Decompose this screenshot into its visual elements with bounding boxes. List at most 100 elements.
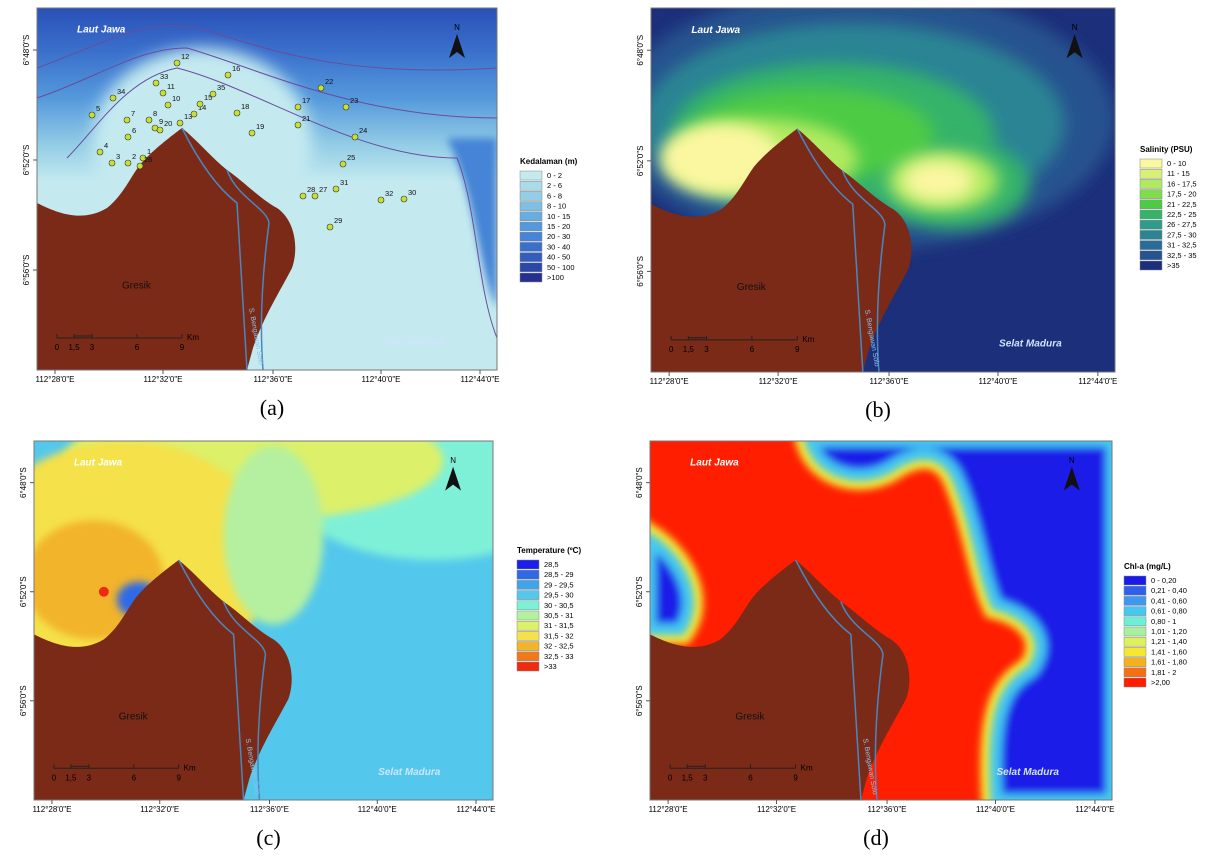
lon-label: 112°40'0"E: [361, 375, 400, 384]
station-label: 2: [132, 152, 136, 161]
scale-label: 9: [793, 773, 798, 782]
legend-label: 8 - 10: [547, 202, 566, 211]
legend-label: 0 - 2: [547, 171, 562, 180]
station: [311, 192, 319, 200]
scale-label: 3: [704, 345, 709, 354]
legend-label: 21 - 22,5: [1167, 200, 1197, 209]
legend-swatch: [516, 641, 540, 651]
legend-swatch: [1123, 606, 1147, 616]
scale-label: 0: [669, 345, 674, 354]
legend-swatch: [1139, 219, 1163, 230]
scale-label: 3: [703, 773, 708, 782]
contour-line: [37, 24, 497, 71]
station-label: 15: [204, 93, 212, 102]
scale-label: 9: [795, 345, 800, 354]
station: [233, 109, 241, 117]
legend-label: 20 - 30: [547, 232, 570, 241]
legend-label: 28,5: [544, 560, 559, 569]
legend-label: 0,80 - 1: [1151, 617, 1176, 626]
legend-label: 30 - 30,5: [544, 601, 574, 610]
station: [109, 94, 117, 102]
legend-swatch: [516, 661, 540, 672]
legend-label: 17,5 - 20: [1167, 190, 1197, 199]
legend-swatch: [516, 631, 540, 641]
station-label: 3: [116, 152, 120, 161]
sea-label: Laut Jawa: [690, 457, 739, 468]
station: [196, 100, 204, 108]
legend-swatch: [1139, 199, 1163, 210]
station-label: 11: [167, 82, 175, 91]
station: [248, 129, 256, 137]
river: [181, 127, 248, 370]
north-arrow: [1063, 466, 1080, 491]
station-label: 5: [96, 104, 100, 113]
legend-label: 11 - 15: [1167, 169, 1190, 178]
scale-label: 3: [90, 343, 95, 352]
legend-label: 6 - 8: [547, 191, 562, 200]
station-label: 21: [302, 114, 310, 123]
sea-label: Laut Jawa: [74, 457, 123, 468]
station-label: 9: [159, 117, 163, 126]
station-label: 29: [334, 216, 342, 225]
lon-label: 112°40'0"E: [358, 805, 397, 814]
scale-label: 9: [176, 773, 181, 782]
legend-label: 1,41 - 1,60: [1151, 647, 1187, 656]
legend-swatch: [1139, 158, 1163, 169]
legend-label: 32 - 32,5: [544, 642, 574, 651]
town-label: Gresik: [119, 711, 148, 722]
town-label: Gresik: [737, 282, 767, 293]
lat-label: 6°52'0"S: [19, 576, 28, 607]
legend-swatch: [1139, 240, 1163, 250]
legend-swatch: [519, 242, 543, 252]
scale-label: 6: [750, 345, 755, 354]
station: [351, 133, 359, 141]
north-arrow: [449, 34, 465, 58]
legend-title: Kedalaman (m): [520, 157, 578, 166]
station-label: 19: [256, 122, 264, 131]
lon-label: 112°36'0"E: [868, 805, 907, 814]
station-label: 24: [359, 126, 367, 135]
scale-label: 1,5: [65, 773, 77, 782]
lat-label: 6°48'0"S: [19, 467, 28, 498]
salinity-zone: [903, 160, 974, 202]
lon-label: 112°36'0"E: [250, 805, 289, 814]
lon-label: 112°44'0"E: [460, 375, 499, 384]
map-frame: [649, 440, 1113, 801]
legend-swatch: [519, 262, 543, 273]
legend-swatch: [1139, 260, 1163, 271]
station: [139, 154, 147, 162]
scale-label: 0: [55, 343, 60, 352]
deep-zone: [447, 138, 497, 308]
river: [796, 128, 864, 373]
north-label: N: [450, 456, 456, 465]
lat-label: 6°56'0"S: [22, 255, 31, 286]
station: [294, 103, 302, 111]
station: [96, 148, 104, 156]
station-label: 18: [241, 102, 249, 111]
scale-label: 0: [52, 773, 57, 782]
station: [190, 110, 198, 118]
lon-label: 112°44'0"E: [1075, 805, 1114, 814]
station-label: 32: [385, 189, 393, 198]
north-label: N: [1069, 456, 1075, 465]
station-label: 10: [172, 94, 180, 103]
contour-line: [66, 67, 497, 339]
scale-label: 3: [87, 773, 92, 782]
station-label: 7: [131, 109, 135, 118]
legend-title: Salinity (PSU): [1140, 145, 1193, 154]
legend-swatch: [519, 211, 543, 222]
legend-swatch: [519, 272, 543, 283]
legend-swatch: [516, 651, 540, 662]
legend-label: 31 - 31,5: [544, 621, 574, 630]
legend-label: 15 - 20: [547, 222, 570, 231]
scale-label: 1,5: [683, 345, 695, 354]
lon-label: 112°36'0"E: [253, 375, 292, 384]
legend-label: 0 - 0,20: [1151, 576, 1176, 585]
legend-swatch: [516, 610, 540, 621]
lon-label: 112°44'0"E: [457, 805, 496, 814]
lon-label: 112°28'0"E: [32, 805, 71, 814]
